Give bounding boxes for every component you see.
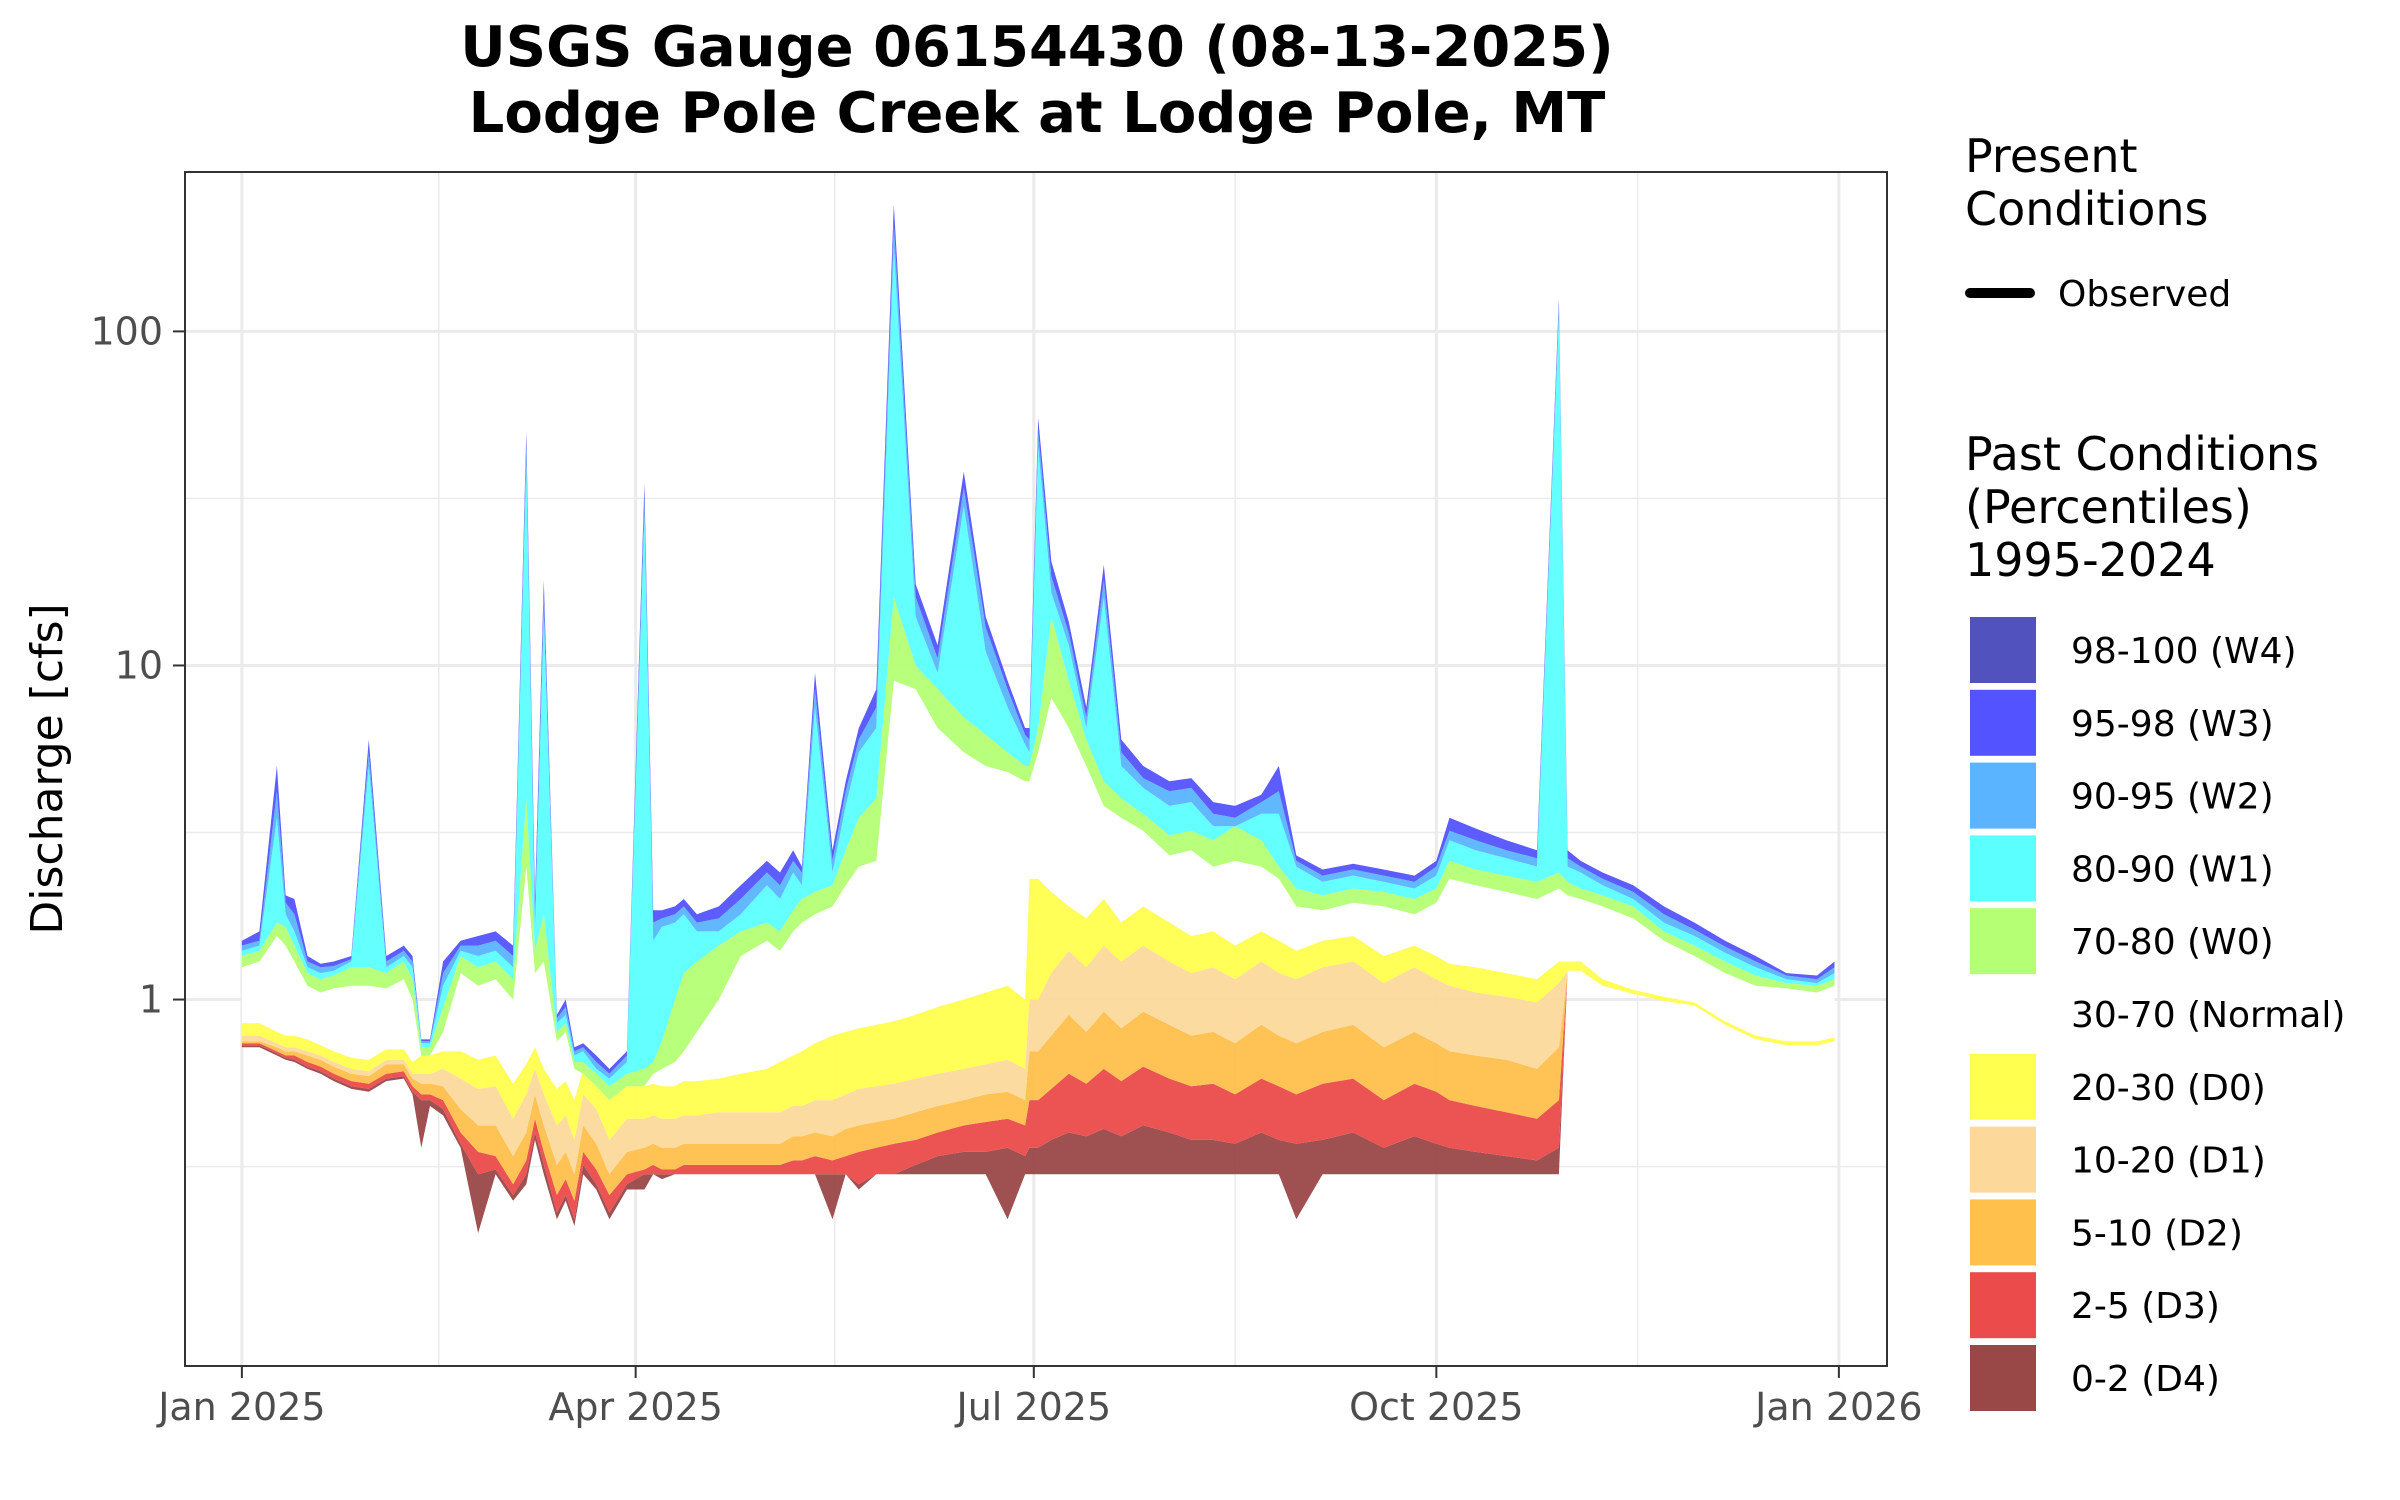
legend-label-30-70-normal: 30-70 (Normal) — [2071, 995, 2345, 1036]
x-tick-label: Oct 2025 — [1349, 1385, 1524, 1429]
band-0-2-d4 — [241, 970, 1835, 1234]
band-30-70-normal — [241, 680, 1835, 1101]
legend-key-20-30-d0 — [1970, 1053, 2036, 1120]
legend-key-0-2-d4 — [1970, 1345, 2036, 1411]
legend-label-95-98-w3: 95-98 (W3) — [2071, 704, 2274, 745]
x-tick-label: Jan 2025 — [156, 1385, 325, 1429]
legend-key-10-20-d1 — [1970, 1126, 2036, 1193]
y-tick-label: 10 — [115, 643, 163, 687]
legend-label-90-95-w2: 90-95 (W2) — [2071, 777, 2274, 818]
past-legend-title-line1: Past Conditions — [1965, 427, 2319, 481]
observed-legend-label: Observed — [2058, 274, 2231, 315]
legend-key-90-95-w2 — [1970, 762, 2036, 829]
band-80-90-w1 — [241, 246, 1835, 1087]
axes: Jan 2025 Apr 2025 Jul 2025 Oct 2025 Jan 2026… — [90, 309, 1922, 1429]
legend-key-70-80-w0 — [1970, 908, 2036, 975]
present-legend-title-line2: Conditions — [1965, 182, 2208, 236]
plot-border — [184, 171, 1888, 1367]
chart-title-line2: Lodge Pole Creek at Lodge Pole, MT — [469, 81, 1606, 146]
legend-label-98-100-w4: 98-100 (W4) — [2071, 631, 2297, 672]
legend-label-70-80-w0: 70-80 (W0) — [2071, 922, 2274, 963]
y-tick-label: 100 — [90, 309, 163, 353]
legend-label-80-90-w1: 80-90 (W1) — [2071, 849, 2274, 890]
chart-title-line1: USGS Gauge 06154430 (08-13-2025) — [460, 15, 1613, 80]
x-tick-label: Jan 2026 — [1753, 1385, 1922, 1429]
present-legend-title-line1: Present — [1965, 129, 2138, 183]
percentile-legend-keys: 98-100 (W4) 95-98 (W3) 90-95 (W2) 80-90 (W1… — [1970, 617, 2345, 1411]
legend-key-95-98-w3 — [1970, 689, 2036, 756]
plot-area — [184, 171, 1888, 1367]
legend-key-30-70-normal — [1970, 981, 2036, 1047]
legend-label-10-20-d1: 10-20 (D1) — [2071, 1141, 2266, 1182]
past-legend-title-line2: (Percentiles) — [1965, 480, 2252, 534]
y-tick-label: 1 — [139, 978, 163, 1022]
y-axis-title: Discharge [cfs] — [22, 603, 73, 934]
legend-label-2-5-d3: 2-5 (D3) — [2071, 1286, 2220, 1327]
x-tick-label: Jul 2025 — [954, 1385, 1111, 1429]
legend-label-20-30-d0: 20-30 (D0) — [2071, 1068, 2266, 1109]
x-tick-label: Apr 2025 — [548, 1385, 723, 1429]
legend: Present Conditions Observed Past Conditi… — [1965, 129, 2345, 1411]
past-legend-title-line3: 1995-2024 — [1965, 533, 2216, 587]
legend-label-5-10-d2: 5-10 (D2) — [2071, 1213, 2243, 1254]
percentile-bands — [241, 204, 1835, 1234]
legend-key-80-90-w1 — [1970, 835, 2036, 902]
legend-key-5-10-d2 — [1970, 1199, 2036, 1266]
legend-key-98-100-w4 — [1970, 617, 2036, 683]
legend-key-2-5-d3 — [1970, 1272, 2036, 1339]
band-10-20-d1 — [241, 945, 1835, 1175]
legend-label-0-2-d4: 0-2 (D4) — [2071, 1359, 2220, 1400]
band-5-10-d2 — [241, 970, 1835, 1201]
band-20-30-d0 — [241, 878, 1835, 1140]
